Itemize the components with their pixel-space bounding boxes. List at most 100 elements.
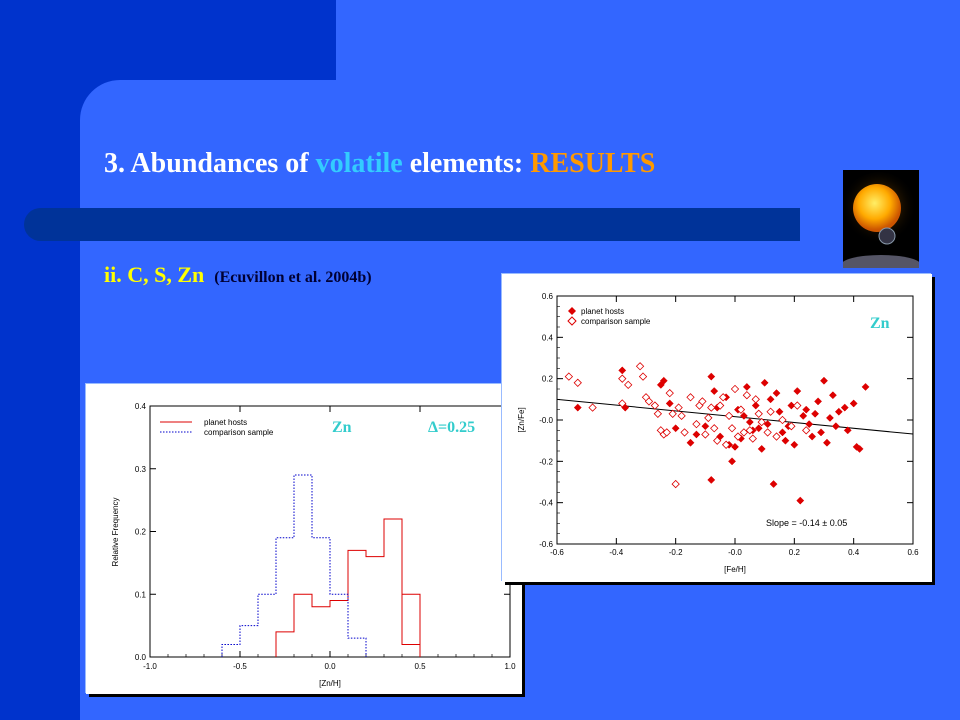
subtitle-text: ii. C, S, Zn xyxy=(104,262,205,287)
scatter-point-planet-host xyxy=(820,376,828,385)
scatter-point-planet-host xyxy=(707,372,716,381)
scatter-point-planet-host xyxy=(742,382,751,391)
scatter-point-comparison xyxy=(677,411,686,421)
scatter-point-planet-host xyxy=(861,382,870,391)
hist-ytick-label: 0.3 xyxy=(135,465,147,474)
scatter-point-comparison xyxy=(766,407,775,416)
hist-ylabel: Relative Frequency xyxy=(111,498,120,567)
scatter-point-planet-host xyxy=(781,436,790,445)
scatter-point-comparison xyxy=(671,479,680,489)
scatter-point-planet-host xyxy=(659,376,668,385)
scatter-point-comparison xyxy=(739,428,749,437)
scatter-fit-text: Slope = -0.14 ± 0.05 xyxy=(766,518,847,528)
scatter-point-comparison xyxy=(733,432,743,441)
scatter-point-comparison xyxy=(686,393,695,402)
scatter-point-comparison xyxy=(624,380,633,390)
scatter-panel: [Zn/Fe] [Fe/H] planet hosts comparison s… xyxy=(502,274,932,582)
histogram-panel: Relative Frequency [Zn/H] planet hosts c… xyxy=(86,384,522,694)
scatter-point-planet-host xyxy=(849,399,858,408)
scatter-point-planet-host xyxy=(772,389,781,398)
scatter-point-planet-host xyxy=(745,418,754,427)
scatter-point-planet-host xyxy=(618,366,627,375)
scatter-point-planet-host xyxy=(754,424,763,433)
scatter-ytick-label: -0.4 xyxy=(539,499,553,508)
scatter-point-planet-host xyxy=(686,438,695,447)
scatter-legend-planet: planet hosts xyxy=(581,307,624,316)
hist-bar xyxy=(401,593,421,657)
scatter-point-comparison xyxy=(674,403,683,412)
scatter-point-planet-host xyxy=(831,422,840,431)
scatter-point-planet-host xyxy=(671,424,680,433)
scatter-point-comparison xyxy=(662,428,671,437)
hist-legend: planet hosts comparison sample xyxy=(160,418,274,437)
scatter-point-planet-host xyxy=(825,413,834,422)
scatter-point-comparison xyxy=(748,434,757,443)
hist-xtick-label: 0.5 xyxy=(414,662,426,671)
scatter-ytick-label: -0.2 xyxy=(539,457,553,466)
title-part2: elements: xyxy=(402,148,531,179)
scatter-xtick-label: 0.4 xyxy=(848,548,860,557)
scatter-point-comparison xyxy=(618,374,627,383)
title-highlight: volatile xyxy=(315,148,403,179)
hist-series-planet-hosts xyxy=(275,518,421,657)
hist-series-comparison-sample xyxy=(221,474,367,657)
scatter-ytick-label: -0.6 xyxy=(539,540,553,549)
hist-xlabel: [Zn/H] xyxy=(319,679,341,688)
scatter-xlabel: [Fe/H] xyxy=(724,565,746,574)
scatter-point-comparison xyxy=(704,413,713,423)
scatter-point-planet-host xyxy=(802,405,811,414)
scatter-point-planet-host xyxy=(710,387,719,396)
scatter-point-comparison xyxy=(721,440,731,449)
hist-xtick-label: -0.5 xyxy=(233,662,247,671)
scatter-xtick-label: 0.6 xyxy=(907,548,919,557)
scatter-point-planet-host xyxy=(692,430,701,439)
hist-xtick-label: 1.0 xyxy=(504,662,516,671)
hist-series xyxy=(221,474,421,657)
hist-annotation-element: Zn xyxy=(332,419,352,436)
scatter-ytick-label: 0.2 xyxy=(542,375,554,384)
hist-ytick-label: 0.2 xyxy=(135,528,147,537)
scatter-point-comparison xyxy=(707,403,716,412)
scatter-point-comparison xyxy=(710,424,719,433)
scatter-ytick-label: 0.4 xyxy=(542,333,554,342)
scatter-fit-line xyxy=(556,398,914,435)
scatter-point-comparison xyxy=(793,401,802,410)
slide-subtitle: ii. C, S, Zn (Ecuvillon et al. 2004b) xyxy=(104,262,372,288)
scatter-point-comparison xyxy=(701,430,710,439)
scatter-point-planet-host xyxy=(760,378,769,387)
scatter-point-planet-host xyxy=(817,428,825,437)
scatter-point-planet-host xyxy=(834,407,843,416)
title-results: RESULTS xyxy=(530,148,656,179)
scatter-xtick-label: -0.4 xyxy=(609,548,623,557)
scatter-point-comparison xyxy=(757,417,766,427)
scatter-point-comparison xyxy=(713,436,722,445)
scatter-point-planet-host xyxy=(763,420,772,429)
hist-ytick-label: 0.0 xyxy=(135,653,147,662)
scatter-point-planet-host xyxy=(766,395,775,404)
scatter-xtick-label: -0.0 xyxy=(728,548,742,557)
scatter-point-planet-host xyxy=(775,407,784,416)
scatter-xtick-label: 0.2 xyxy=(789,548,801,557)
scatter-point-comparison xyxy=(668,409,677,418)
histogram-chart: Relative Frequency [Zn/H] planet hosts c… xyxy=(111,402,516,688)
scatter-point-comparison xyxy=(718,393,728,402)
scatter-point-planet-host xyxy=(811,409,820,418)
scatter-point-comparison xyxy=(772,432,781,441)
top-band xyxy=(0,0,336,80)
scatter-point-planet-host xyxy=(828,391,837,400)
hist-legend-comparison: comparison sample xyxy=(204,428,274,437)
scatter-point-comparison xyxy=(716,401,725,410)
scatter-point-comparison xyxy=(754,409,763,418)
hist-annotation-delta: Δ=0.25 xyxy=(428,419,475,436)
scatter-point-comparison xyxy=(573,378,582,387)
scatter-point-planet-host xyxy=(728,457,736,466)
scatter-legend: planet hosts comparison sample xyxy=(567,307,651,326)
scatter-point-comparison xyxy=(653,409,663,418)
hist-ytick-label: 0.4 xyxy=(135,402,147,411)
scatter-point-planet-host xyxy=(790,440,799,449)
scatter-axes: -0.6 -0.4 -0.2 -0.0 0.2 0.4 0.6 -0.6 -0.4 -0.2 -0.… xyxy=(539,292,919,557)
scatter-ylabel: [Zn/Fe] xyxy=(517,407,526,432)
scatter-point-comparison xyxy=(564,372,574,381)
hist-legend-planet: planet hosts xyxy=(204,418,247,427)
scatter-point-planet-host xyxy=(805,420,814,429)
